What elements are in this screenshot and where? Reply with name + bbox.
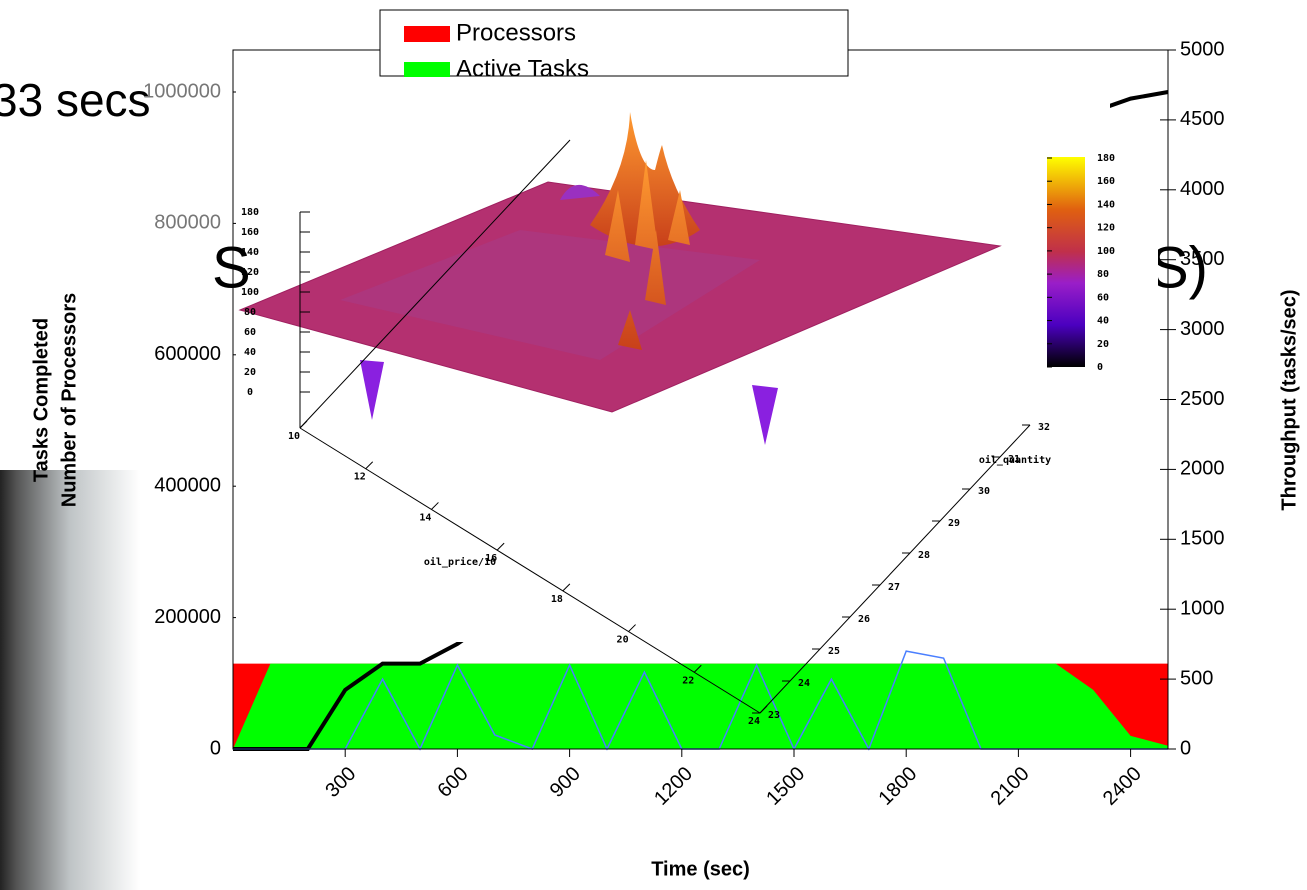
y2-tick-label: 1000 [1180,597,1225,619]
y-tick-label: 23 [768,710,780,721]
cb-tick-label: 0 [1097,362,1103,373]
y2-tick-label: 3500 [1180,248,1225,270]
z-tick-label: 0 [247,387,253,398]
y2-tick-label: 1500 [1180,528,1225,550]
x-tick [496,542,505,551]
slide-fragment: S [212,235,251,300]
cb-tick-label: 180 [1097,153,1115,164]
y2-tick-label: 5000 [1180,38,1225,60]
z-tick-label: 100 [241,287,259,298]
y-tick-label: 0 [210,737,221,759]
cb-tick-label: 160 [1097,176,1115,187]
y-tick-label: 32 [1038,422,1050,433]
z-tick-label: 60 [244,327,256,338]
surface-plot: 10 12 14 16 18 20 22 24 23 24 25 26 27 28 29 30 31 32 0 20 4… [238,112,1115,727]
slide-fragment: S) [1150,235,1208,300]
y-tick-label: 28 [918,550,930,561]
mask [1110,230,1158,310]
z-tick-label: 20 [244,367,256,378]
cb-tick-label: 40 [1097,316,1109,327]
cb-tick-label: 120 [1097,223,1115,234]
x-tick-label: 18 [551,594,563,605]
cb-tick-label: 60 [1097,292,1109,303]
y-tick-label: 27 [888,582,900,593]
x-tick-label: 22 [682,675,694,686]
x-tick-label: 300 [321,763,360,802]
x-tick [562,583,571,592]
x-tick-label: 1500 [762,763,809,810]
x-tick-label: 24 [748,716,760,727]
x-tick-label: 2100 [987,763,1034,810]
x-tick-label: 16 [485,553,497,564]
z-tick-label: 180 [241,207,259,218]
legend-label: Processors [456,19,576,46]
z-tick-label: 40 [244,347,256,358]
x-axis-label: oil_price/10 [424,556,496,568]
y2-tick-label: 3000 [1180,318,1225,340]
y-axis-label: oil_quantity [979,454,1051,466]
y-tick-label: 800000 [154,212,221,234]
y2-tick-label: 4500 [1180,108,1225,130]
y-tick-label: 400000 [154,474,221,496]
z-tick-label: 140 [241,247,259,258]
y-tick-label: 200000 [154,606,221,628]
y2-axis-label: Throughput (tasks/sec) [1278,289,1300,510]
cb-tick-label: 20 [1097,339,1109,350]
y-tick-label: 31 [1008,454,1020,465]
legend-swatch [404,62,450,78]
legend-box [379,9,849,77]
x-tick [759,705,768,714]
legend-mask [381,77,847,107]
y-tick-label: 25 [828,646,840,657]
y2-tick-label: 2500 [1180,388,1225,410]
x-tick [431,502,439,510]
y2-tick-label: 2000 [1180,458,1225,480]
z-tick-label: 80 [244,307,256,318]
cb-tick-label: 80 [1097,269,1109,280]
surface-peak [605,160,690,350]
y-tick-label: 600000 [154,343,221,365]
y-tick-label: 26 [858,614,870,625]
x-tick-label: 1800 [874,763,921,810]
x-tick-label: 10 [288,431,300,442]
y2-tick-label: 4000 [1180,178,1225,200]
legend: Processors Active Tasks [379,9,849,107]
z-tick-label: 160 [241,227,259,238]
server-photo [0,470,140,890]
z-tick-label: 120 [241,267,259,278]
x-tick [693,664,702,673]
x-tick-label: 600 [434,763,473,802]
x-tick-label: 900 [546,763,585,802]
x-tick-label: 2400 [1099,763,1146,810]
axis-line [299,427,761,714]
y2-tick-label: 0 [1180,737,1191,759]
x-tick [365,461,374,470]
y-tick-label: 29 [948,518,960,529]
y-axis-label: Number of Processors [58,293,80,508]
colorbar [1047,157,1085,367]
legend-swatch [404,26,450,42]
x-tick-label: 1200 [650,763,697,810]
y-tick-label: 30 [978,486,990,497]
y-tick-label: 24 [798,678,810,689]
y2-tick-label: 500 [1180,667,1213,689]
x-tick-label: 14 [419,512,431,523]
y-axis-label: Tasks Completed [30,318,52,482]
cb-tick-label: 100 [1097,246,1115,257]
x-axis-label: Time (sec) [651,858,750,880]
cb-tick-label: 140 [1097,199,1115,210]
x-tick [628,624,636,632]
x-tick-label: 12 [354,472,366,483]
x-tick [299,420,308,429]
axis-line [299,139,571,429]
axis-line [759,424,1031,714]
area [233,663,1168,749]
slide-heading: 33 secs [0,74,151,126]
y-tick-label: 1000000 [143,80,221,102]
x-tick-label: 20 [617,635,629,646]
surface-bump [560,184,600,200]
